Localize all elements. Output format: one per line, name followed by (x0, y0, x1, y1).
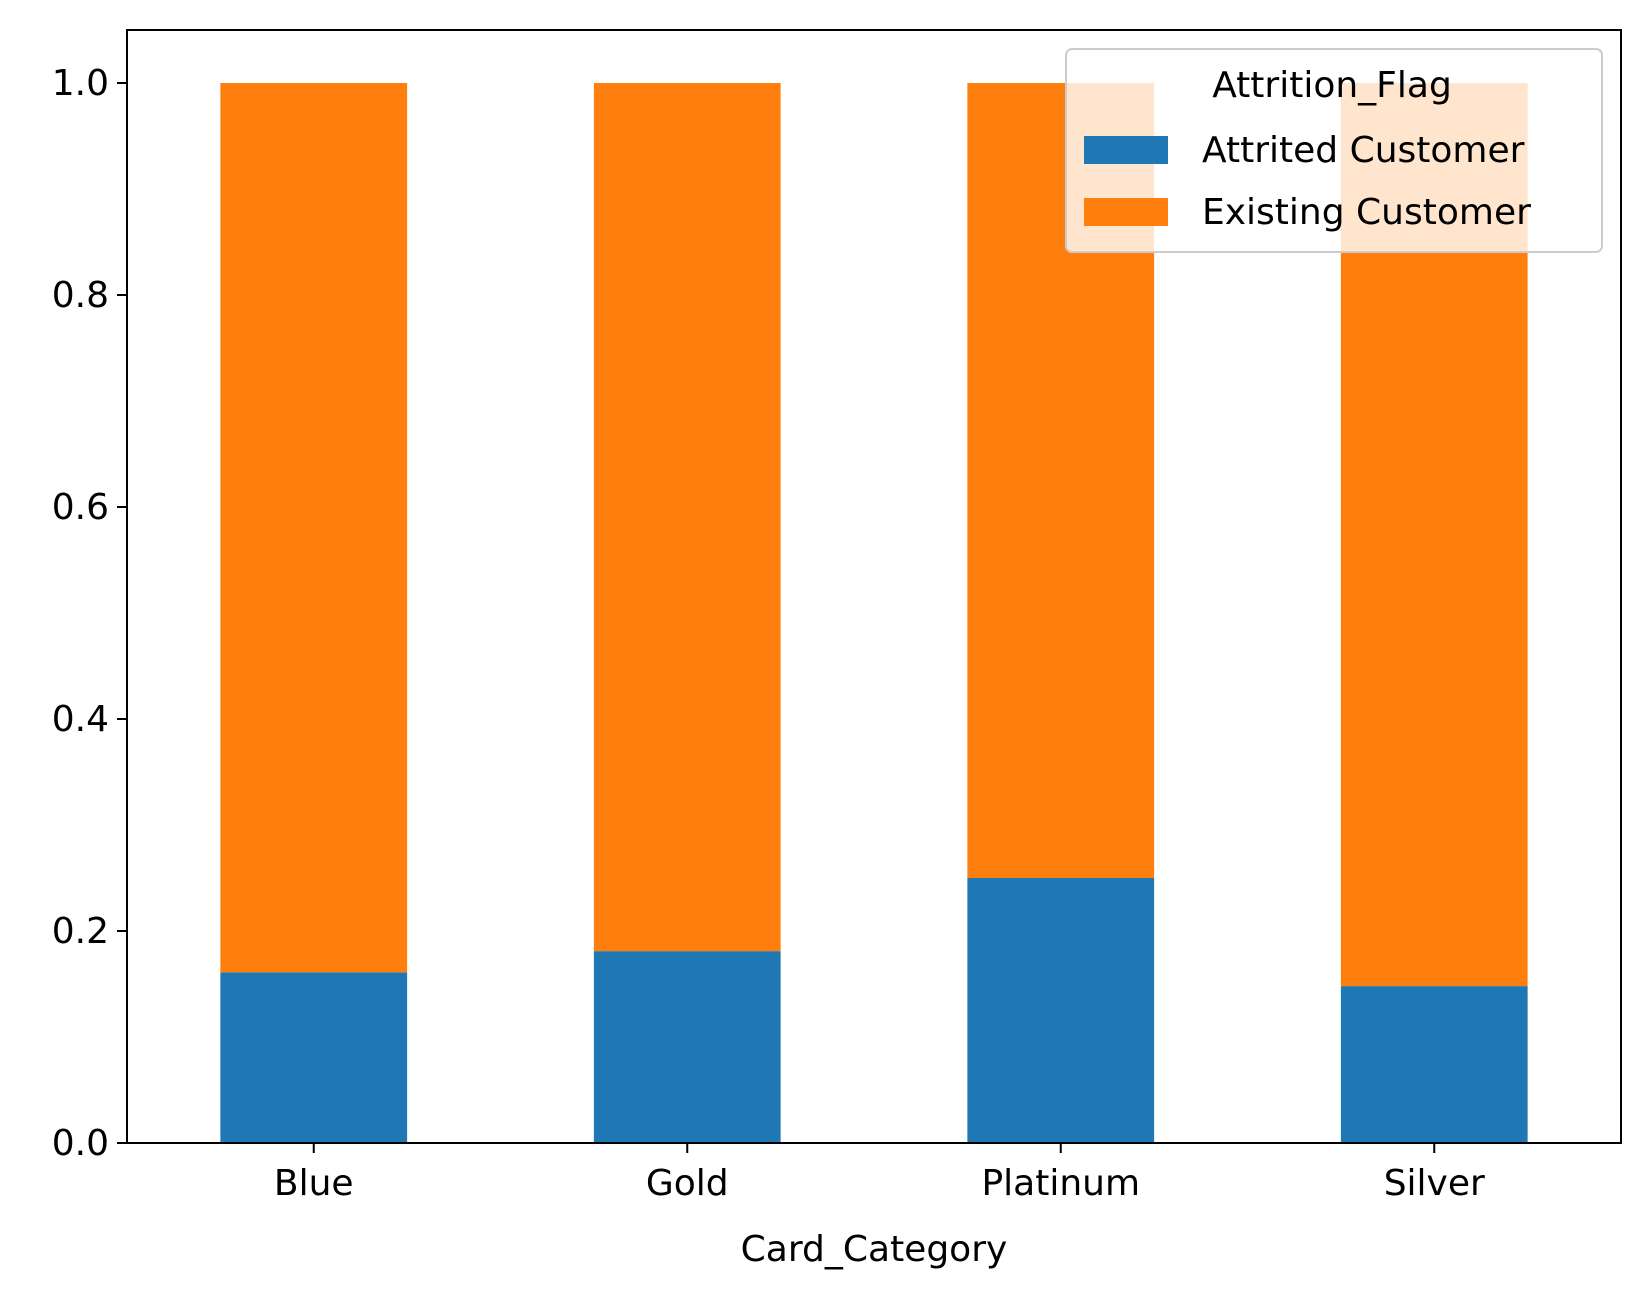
y-tick-label: 0.2 (52, 911, 109, 952)
bar-gold-existing-customer (593, 83, 781, 952)
x-tick-label: Gold (646, 1163, 729, 1204)
y-tick-label: 0.8 (52, 275, 109, 316)
y-tick-label: 0.0 (52, 1123, 109, 1164)
legend-entry-label: Existing Customer (1202, 192, 1531, 233)
y-tick-label: 1.0 (52, 63, 109, 104)
axes-layer: 0.0 0.2 0.4 0.6 0.8 1.0 Blue Gold Platinum Silver (52, 29, 1622, 1204)
x-axis-label: Card_Category (741, 1229, 1008, 1270)
x-tick-label: Blue (274, 1163, 354, 1204)
bar-gold-attrited-customer (593, 951, 781, 1143)
y-tick-label: 0.4 (52, 699, 109, 740)
x-tick-label: Silver (1384, 1163, 1485, 1204)
bar-platinum-attrited-customer (967, 878, 1155, 1143)
x-tick-label: Platinum (981, 1163, 1140, 1204)
bar-silver-attrited-customer (1340, 986, 1528, 1143)
plot-frame (126, 29, 1622, 1144)
legend: Attrition_Flag Attrited Customer Existing … (1065, 48, 1603, 253)
legend-entry-label: Attrited Customer (1202, 130, 1525, 171)
legend-title: Attrition_Flag (1212, 65, 1452, 106)
y-tick-label: 0.6 (52, 487, 109, 528)
bar-blue-attrited-customer (220, 972, 408, 1143)
legend-box (1065, 48, 1603, 253)
legend-swatch (1084, 198, 1168, 226)
legend-swatch (1084, 136, 1168, 164)
bar-blue-existing-customer (220, 83, 408, 973)
bars-layer (220, 83, 1528, 1143)
